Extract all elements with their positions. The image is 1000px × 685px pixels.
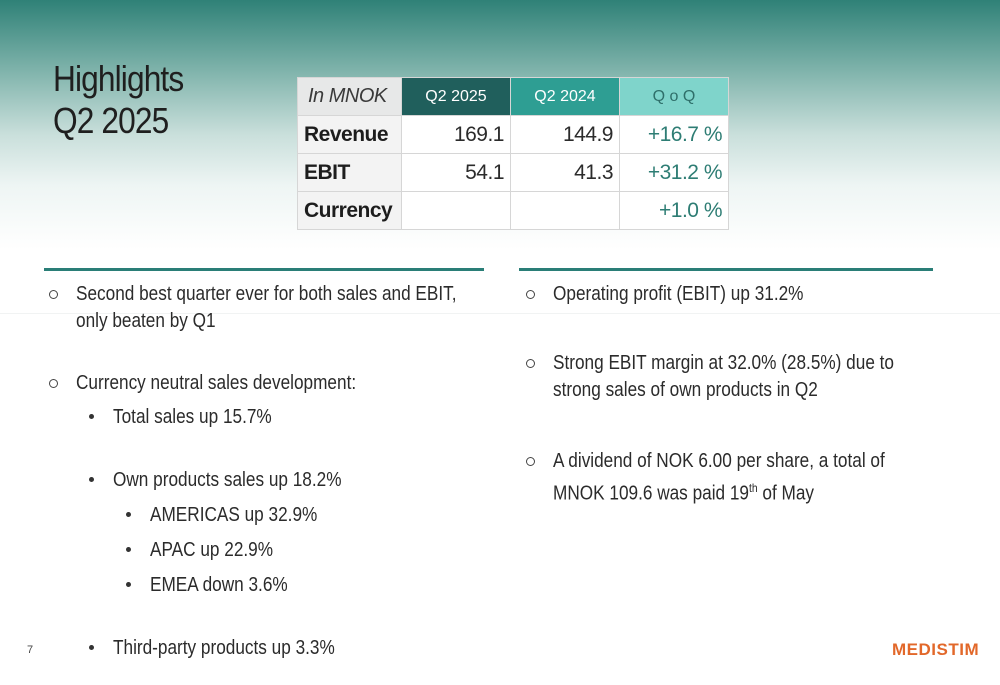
circle-bullet-icon — [49, 379, 58, 388]
table-header-row: In MNOK Q2 2025 Q2 2024 Q o Q — [297, 77, 729, 116]
header-qoq: Q o Q — [619, 77, 729, 116]
row-label: EBIT — [297, 153, 402, 192]
header-q2-2025: Q2 2025 — [401, 77, 511, 116]
circle-bullet-icon — [49, 290, 58, 299]
bullet-text: Total sales up 15.7% — [113, 406, 272, 428]
table-row: Currency +1.0 % — [297, 191, 729, 230]
bullet-text: Strong EBIT margin at 32.0% (28.5%) due … — [553, 352, 895, 374]
ordinal-suffix: th — [748, 481, 758, 495]
dot-bullet-icon — [126, 582, 131, 587]
cell-qoq: +31.2 % — [619, 153, 729, 192]
table-row: Revenue 169.1 144.9 +16.7 % — [297, 115, 729, 154]
unit-header: In MNOK — [297, 77, 402, 116]
cell-qoq: +1.0 % — [619, 191, 729, 230]
bullet-text: Operating profit (EBIT) up 31.2% — [553, 283, 804, 305]
bullet-text: A dividend of NOK 6.00 per share, a tota… — [553, 450, 885, 472]
cell-q2-2024 — [510, 191, 620, 230]
dot-bullet-icon — [126, 512, 131, 517]
cell-q2-2025: 54.1 — [401, 153, 511, 192]
cell-q2-2024: 144.9 — [510, 115, 620, 154]
bullet-text: Third-party products up 3.3% — [113, 637, 335, 659]
bullet-text: Second best quarter ever for both sales … — [76, 283, 457, 305]
row-label: Currency — [297, 191, 402, 230]
medistim-logo: MEDISTIM — [892, 640, 980, 659]
bullet-text: APAC up 22.9% — [150, 539, 274, 561]
title-line-1: Highlights — [53, 58, 184, 99]
dot-bullet-icon — [89, 645, 94, 650]
row-label: Revenue — [297, 115, 402, 154]
slide-title: Highlights Q2 2025 — [53, 58, 247, 142]
dot-bullet-icon — [126, 547, 131, 552]
cell-q2-2025 — [401, 191, 511, 230]
header-q2-2024: Q2 2024 — [510, 77, 620, 116]
bullet-text: MNOK 109.6 was paid 19th of May — [553, 475, 814, 508]
divider — [0, 313, 1000, 314]
bullet-text: EMEA down 3.6% — [150, 574, 288, 596]
bullet-text: only beaten by Q1 — [76, 310, 216, 332]
bullet-text-part: MNOK 109.6 was paid 19 — [553, 482, 749, 505]
circle-bullet-icon — [526, 290, 535, 299]
dot-bullet-icon — [89, 414, 94, 419]
bullet-text: Currency neutral sales development: — [76, 372, 357, 394]
table-row: EBIT 54.1 41.3 +31.2 % — [297, 153, 729, 192]
title-line-2: Q2 2025 — [53, 100, 169, 141]
bullet-text: strong sales of own products in Q2 — [553, 379, 818, 401]
bullet-text-part: of May — [757, 482, 815, 505]
circle-bullet-icon — [526, 359, 535, 368]
cell-q2-2024: 41.3 — [510, 153, 620, 192]
kpi-table: In MNOK Q2 2025 Q2 2024 Q o Q Revenue 16… — [297, 77, 729, 230]
cell-qoq: +16.7 % — [619, 115, 729, 154]
circle-bullet-icon — [526, 457, 535, 466]
left-column-rule — [44, 268, 484, 271]
right-column-rule — [519, 268, 933, 271]
dot-bullet-icon — [89, 477, 94, 482]
cell-q2-2025: 169.1 — [401, 115, 511, 154]
page-number: 7 — [27, 644, 34, 656]
bullet-text: Own products sales up 18.2% — [113, 469, 342, 491]
bullet-text: AMERICAS up 32.9% — [150, 504, 318, 526]
